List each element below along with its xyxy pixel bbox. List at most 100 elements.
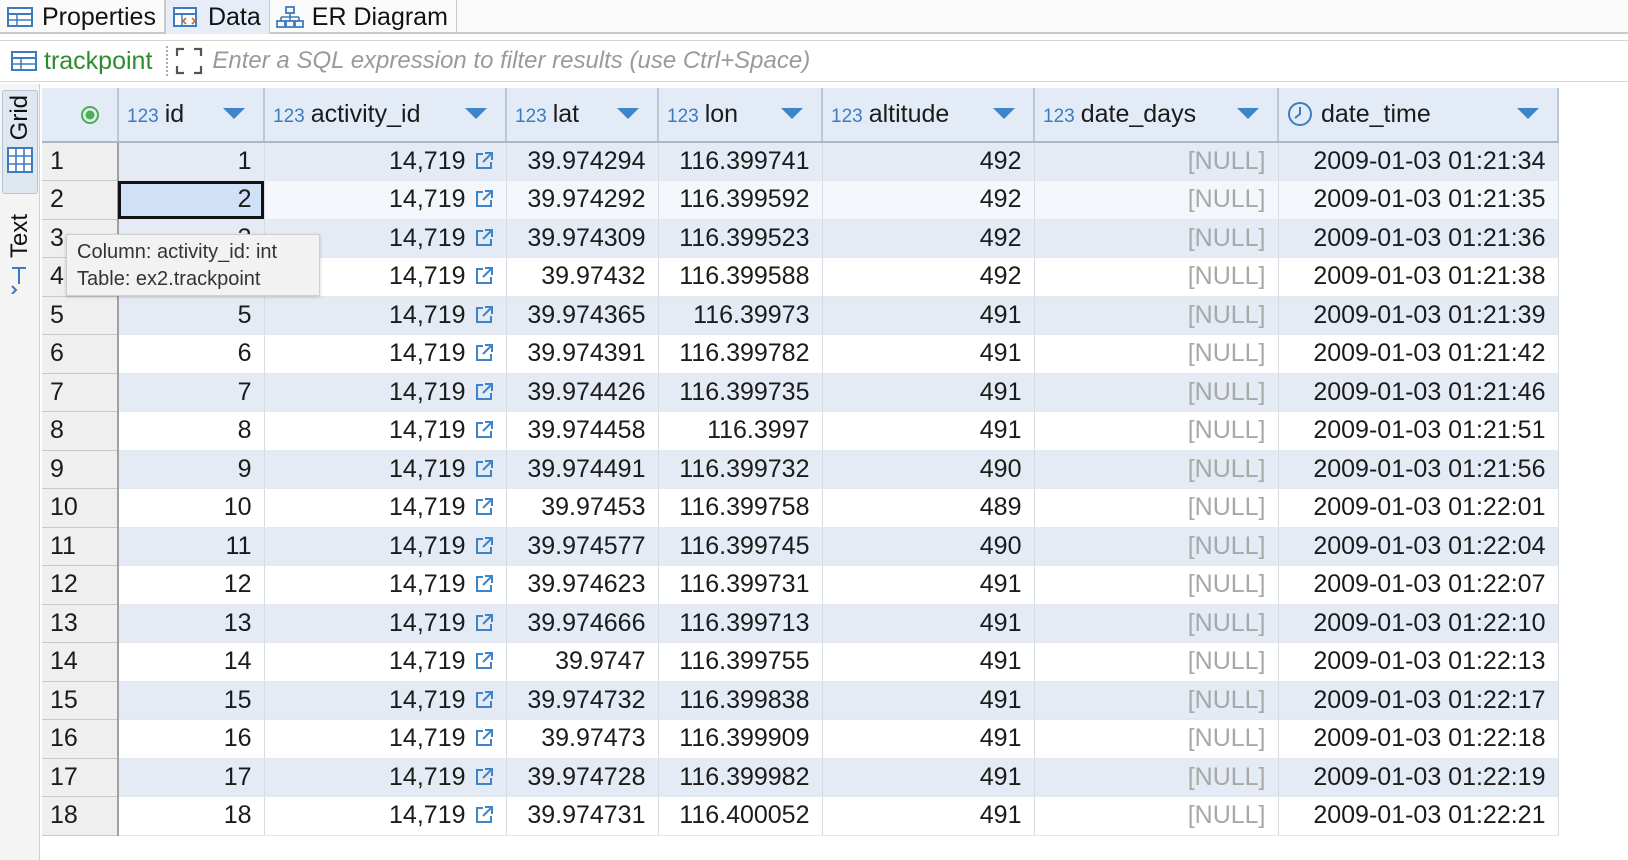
column-header-date-time[interactable]: date_time [1278,88,1559,143]
sort-arrow-icon[interactable] [1237,108,1259,119]
cell-date-days[interactable]: [NULL] [1034,796,1279,836]
column-header-id[interactable]: 123 id [118,88,265,143]
sort-arrow-icon[interactable] [617,108,639,119]
column-header-date-days[interactable]: 123 date_days [1034,88,1279,143]
cell-date-days[interactable]: [NULL] [1034,565,1279,605]
row-number[interactable]: 9 [42,450,119,489]
cell-date-days[interactable]: [NULL] [1034,257,1279,297]
cell-activity-id[interactable]: 14,719 [264,488,507,528]
cell-activity-id[interactable]: 14,719 [264,527,507,566]
cell-altitude[interactable]: 492 [822,257,1035,297]
column-header-lat[interactable]: 123 lat [506,88,659,143]
open-reference-icon[interactable] [474,497,494,517]
cell-altitude[interactable]: 492 [822,180,1035,220]
select-all-header[interactable] [42,88,119,143]
row-number[interactable]: 12 [42,565,119,605]
open-reference-icon[interactable] [474,305,494,325]
cell-date-time[interactable]: 2009-01-03 01:22:04 [1278,527,1559,566]
cell-date-days[interactable]: [NULL] [1034,488,1279,528]
row-number[interactable]: 5 [42,296,119,335]
table-row[interactable]: 5 5 14,719 39.974365 116.39973 491 [NULL] 2009-… [42,296,1559,335]
grid-view-button[interactable]: Grid [2,90,38,194]
cell-date-days[interactable]: [NULL] [1034,450,1279,489]
table-row[interactable]: 12 12 14,719 39.974623 116.399731 491 [NULL] 20… [42,565,1559,605]
cell-date-time[interactable]: 2009-01-03 01:22:13 [1278,642,1559,682]
open-reference-icon[interactable] [474,189,494,209]
table-row[interactable]: 18 18 14,719 39.974731 116.400052 491 [NULL] 20… [42,796,1559,836]
cell-date-time[interactable]: 2009-01-03 01:22:10 [1278,604,1559,643]
table-row[interactable]: 8 8 14,719 39.974458 116.3997 491 [NULL] 2009-0… [42,411,1559,451]
cell-altitude[interactable]: 491 [822,373,1035,412]
table-row[interactable]: 7 7 14,719 39.974426 116.399735 491 [NULL] 2009… [42,373,1559,412]
row-number[interactable]: 15 [42,681,119,720]
table-row[interactable]: 11 11 14,719 39.974577 116.399745 490 [NULL] 20… [42,527,1559,566]
cell-activity-id[interactable]: 14,719 [264,796,507,836]
open-reference-icon[interactable] [474,343,494,363]
cell-altitude[interactable]: 491 [822,681,1035,720]
cell-lon[interactable]: 116.399731 [658,565,823,605]
cell-date-time[interactable]: 2009-01-03 01:21:42 [1278,334,1559,374]
cell-lat[interactable]: 39.974309 [506,219,659,258]
cell-id[interactable]: 6 [118,334,265,374]
sort-arrow-icon[interactable] [223,108,245,119]
row-number[interactable]: 2 [42,180,119,220]
table-row[interactable]: 17 17 14,719 39.974728 116.399982 491 [NULL] 20… [42,758,1559,797]
cell-lat[interactable]: 39.974666 [506,604,659,643]
open-reference-icon[interactable] [474,459,494,479]
cell-lon[interactable]: 116.399758 [658,488,823,528]
open-reference-icon[interactable] [474,651,494,671]
cell-lon[interactable]: 116.399588 [658,257,823,297]
cell-lon[interactable]: 116.399782 [658,334,823,374]
cell-date-days[interactable]: [NULL] [1034,681,1279,720]
cell-lon[interactable]: 116.399838 [658,681,823,720]
cell-id[interactable]: 5 [118,296,265,335]
table-row[interactable]: 13 13 14,719 39.974666 116.399713 491 [NULL] 20… [42,604,1559,643]
cell-lat[interactable]: 39.974728 [506,758,659,797]
cell-lon[interactable]: 116.39973 [658,296,823,335]
cell-date-days[interactable]: [NULL] [1034,180,1279,220]
row-number[interactable]: 7 [42,373,119,412]
cell-lat[interactable]: 39.97432 [506,257,659,297]
cell-activity-id[interactable]: 14,719 [264,450,507,489]
cell-altitude[interactable]: 489 [822,488,1035,528]
row-number[interactable]: 16 [42,719,119,759]
table-row[interactable]: 15 15 14,719 39.974732 116.399838 491 [NULL] 20… [42,681,1559,720]
sort-arrow-icon[interactable] [993,108,1015,119]
cell-date-time[interactable]: 2009-01-03 01:22:01 [1278,488,1559,528]
sort-arrow-icon[interactable] [465,108,487,119]
cell-date-time[interactable]: 2009-01-03 01:21:56 [1278,450,1559,489]
cell-date-days[interactable]: [NULL] [1034,142,1279,181]
cell-altitude[interactable]: 491 [822,411,1035,451]
open-reference-icon[interactable] [474,228,494,248]
cell-activity-id[interactable]: 14,719 [264,296,507,335]
open-reference-icon[interactable] [474,536,494,556]
cell-lon[interactable]: 116.399713 [658,604,823,643]
row-number[interactable]: 8 [42,411,119,451]
cell-date-time[interactable]: 2009-01-03 01:22:19 [1278,758,1559,797]
cell-activity-id[interactable]: 14,719 [264,180,507,220]
cell-activity-id[interactable]: 14,719 [264,411,507,451]
cell-lat[interactable]: 39.97473 [506,719,659,759]
expand-icon[interactable] [174,46,204,76]
cell-date-days[interactable]: [NULL] [1034,758,1279,797]
cell-id[interactable]: 16 [118,719,265,759]
sql-filter-input[interactable] [212,42,1628,80]
cell-altitude[interactable]: 491 [822,758,1035,797]
column-header-altitude[interactable]: 123 altitude [822,88,1035,143]
cell-id[interactable]: 12 [118,565,265,605]
cell-id[interactable]: 14 [118,642,265,682]
cell-date-time[interactable]: 2009-01-03 01:22:18 [1278,719,1559,759]
table-row[interactable]: 14 14 14,719 39.9747 116.399755 491 [NULL] 2009… [42,642,1559,682]
cell-lon[interactable]: 116.399523 [658,219,823,258]
open-reference-icon[interactable] [474,805,494,825]
cell-activity-id[interactable]: 14,719 [264,719,507,759]
cell-id[interactable]: 2 [118,180,265,220]
cell-date-time[interactable]: 2009-01-03 01:21:51 [1278,411,1559,451]
cell-activity-id[interactable]: 14,719 [264,565,507,605]
cell-date-days[interactable]: [NULL] [1034,527,1279,566]
cell-activity-id[interactable]: 14,719 [264,642,507,682]
cell-date-time[interactable]: 2009-01-03 01:22:21 [1278,796,1559,836]
cell-altitude[interactable]: 491 [822,296,1035,335]
cell-activity-id[interactable]: 14,719 [264,334,507,374]
row-number[interactable]: 11 [42,527,119,566]
